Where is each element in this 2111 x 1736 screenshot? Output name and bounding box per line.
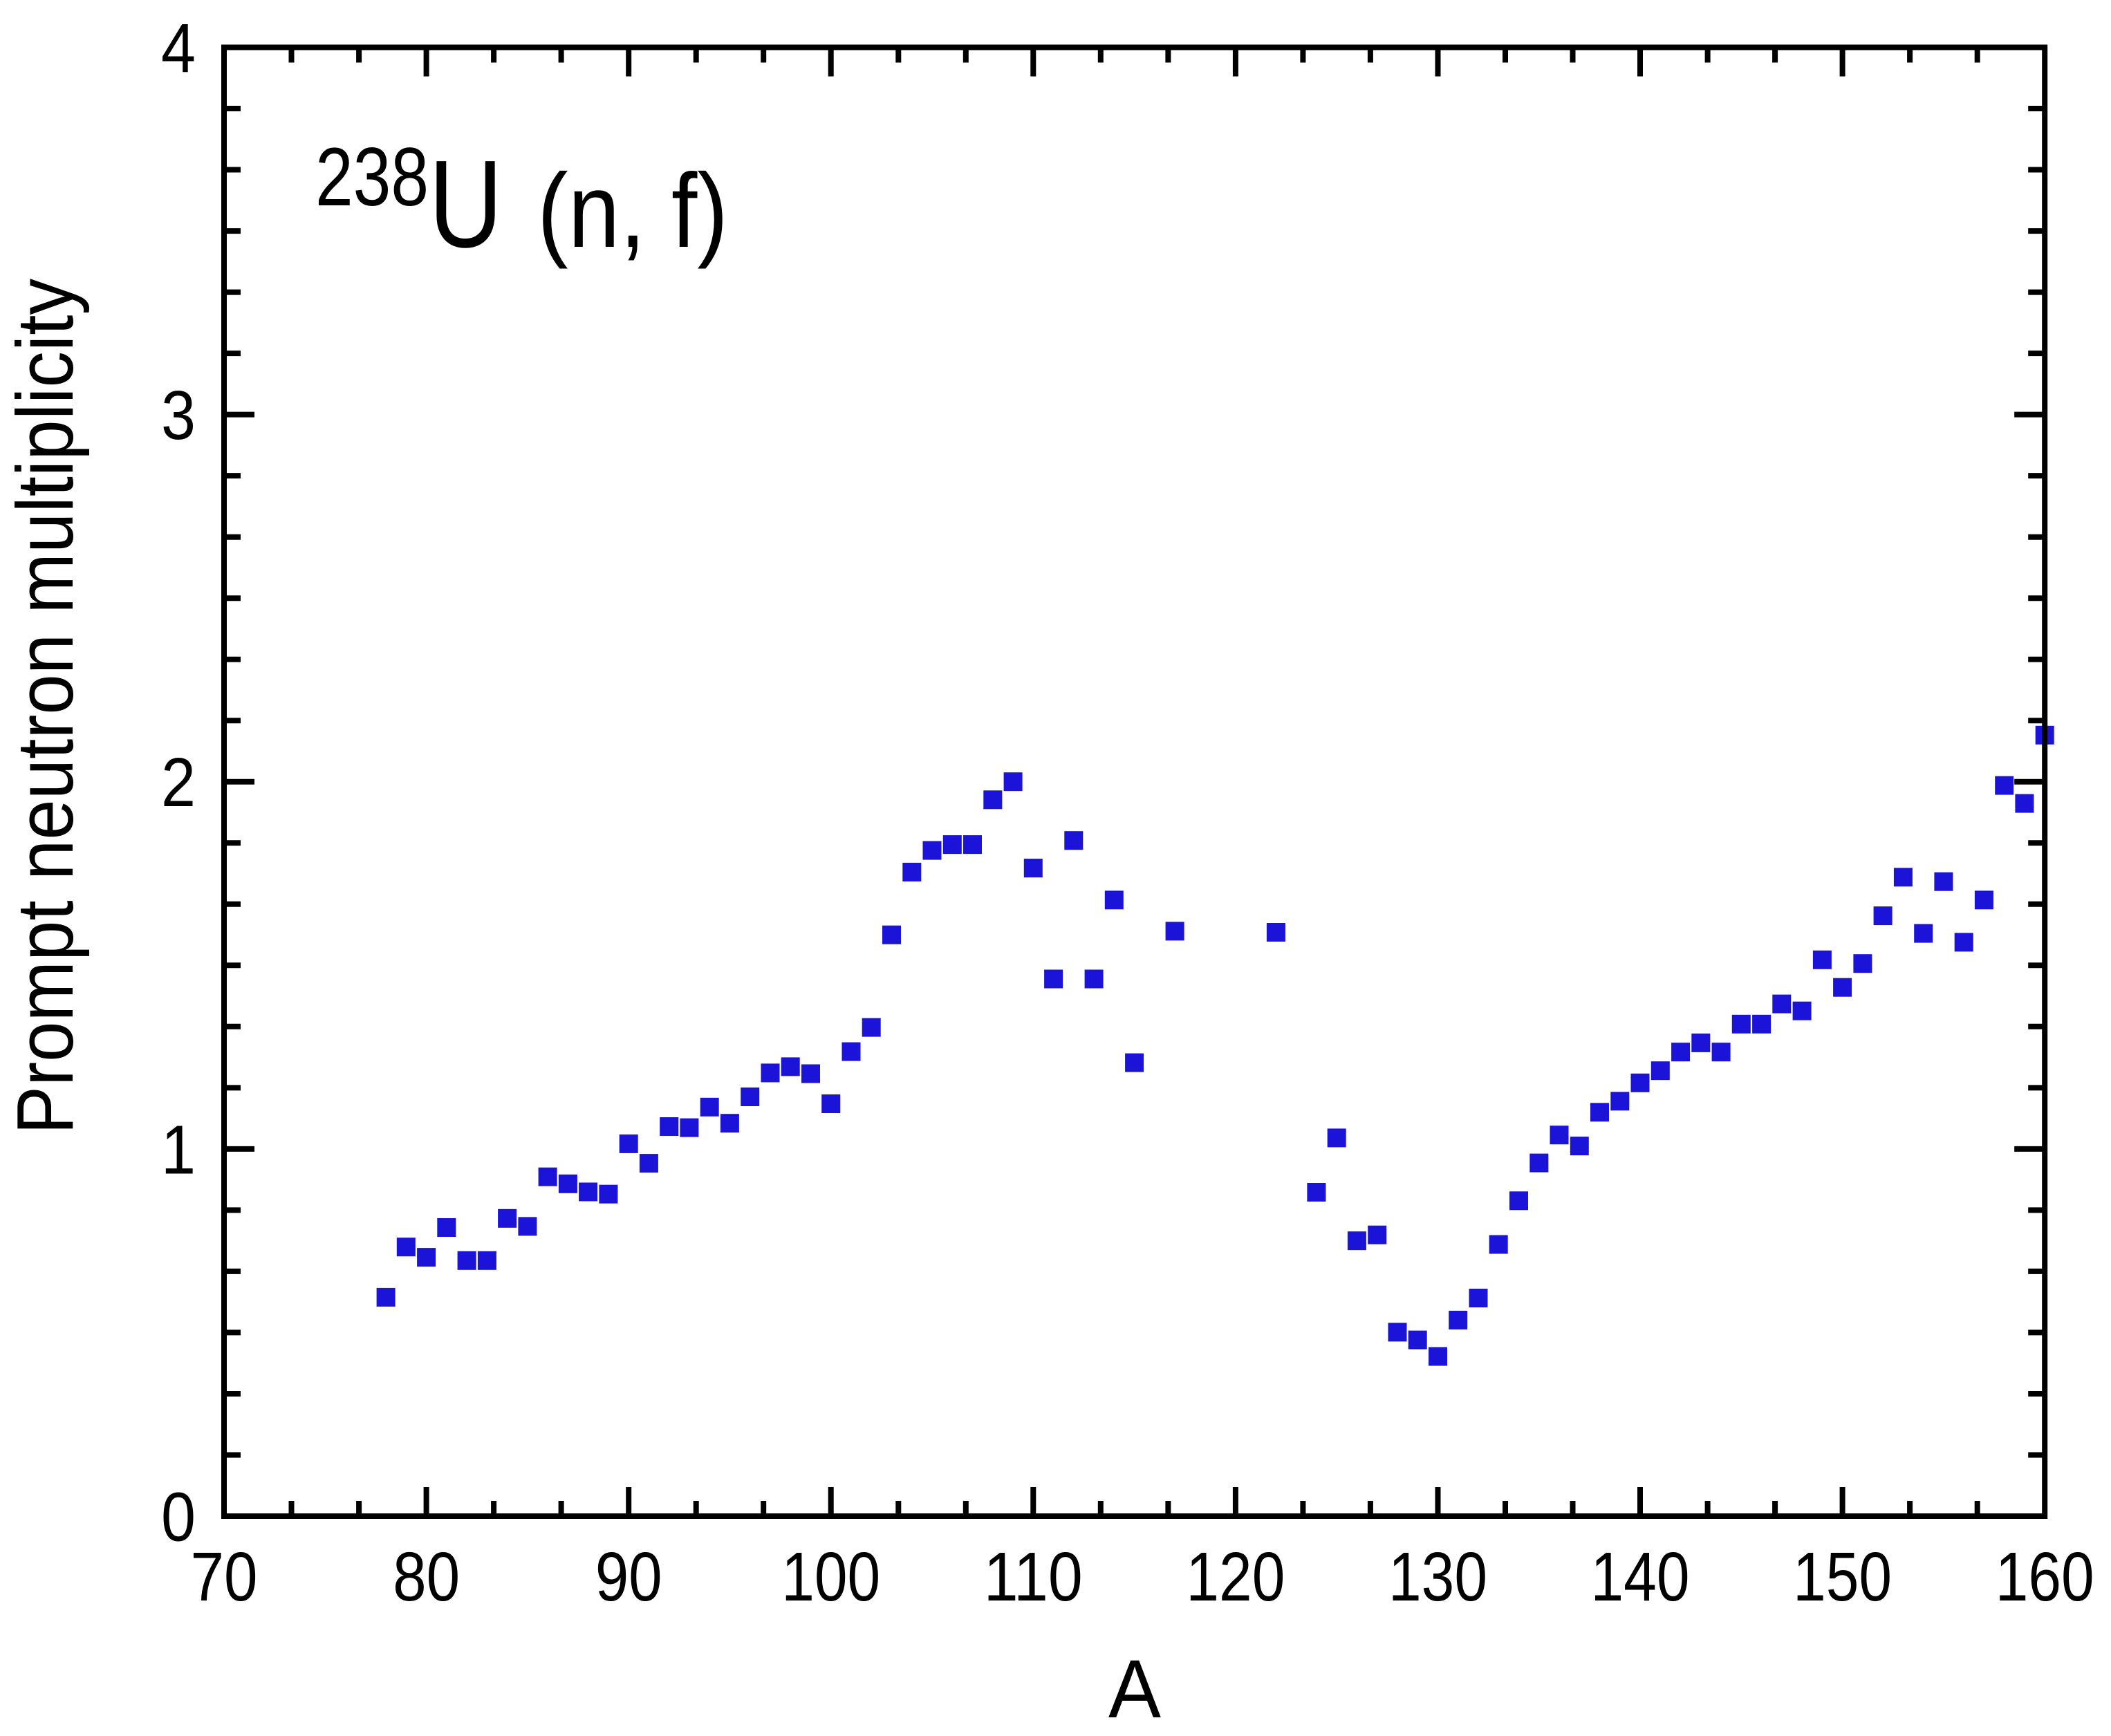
svg-text:160: 160 [1996,1538,2094,1616]
svg-text:70: 70 [191,1538,258,1616]
svg-text:140: 140 [1591,1538,1690,1616]
svg-text:2: 2 [161,744,196,821]
svg-text:(n, f): (n, f) [537,152,728,270]
svg-text:3: 3 [161,377,196,454]
svg-text:110: 110 [984,1538,1083,1616]
svg-text:238: 238 [315,131,429,223]
svg-text:120: 120 [1186,1538,1285,1616]
svg-text:A: A [1108,1643,1161,1735]
svg-text:U: U [429,135,503,274]
svg-text:4: 4 [161,10,196,87]
svg-text:80: 80 [393,1538,460,1616]
svg-text:130: 130 [1388,1538,1487,1616]
svg-text:0: 0 [161,1479,196,1556]
svg-text:100: 100 [781,1538,880,1616]
svg-text:1: 1 [161,1111,196,1188]
svg-text:150: 150 [1793,1538,1892,1616]
svg-text:90: 90 [595,1538,662,1616]
svg-text:Prompt neutron multiplicity: Prompt neutron multiplicity [0,279,90,1135]
